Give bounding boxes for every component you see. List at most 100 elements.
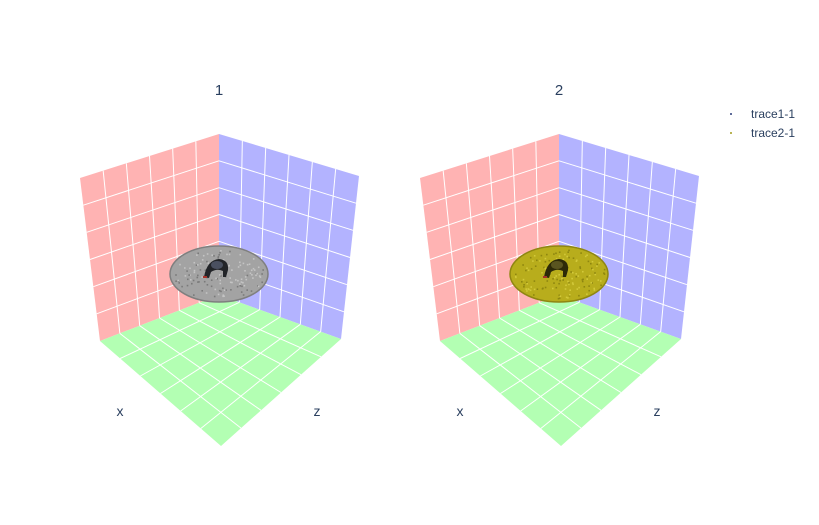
point — [246, 289, 248, 291]
point — [210, 285, 213, 288]
point — [515, 276, 517, 279]
x-axis-label: x — [117, 403, 124, 419]
point — [250, 269, 253, 272]
point — [555, 252, 557, 255]
point — [578, 294, 580, 297]
point — [561, 277, 563, 280]
point — [193, 261, 196, 264]
point — [600, 280, 602, 282]
point — [218, 254, 220, 256]
point — [186, 284, 189, 287]
point — [530, 268, 533, 270]
point — [557, 297, 560, 300]
point — [553, 276, 556, 279]
point — [252, 258, 255, 260]
point — [246, 263, 249, 266]
point — [591, 260, 594, 263]
point — [594, 272, 596, 274]
point — [603, 268, 606, 271]
point — [226, 253, 228, 256]
point — [207, 262, 210, 264]
point — [552, 278, 554, 280]
point — [575, 273, 577, 275]
point — [175, 274, 177, 276]
point — [521, 281, 523, 283]
point — [239, 285, 242, 287]
point — [201, 290, 203, 292]
legend-label: trace2-1 — [751, 125, 796, 140]
point — [220, 275, 222, 277]
point — [515, 273, 517, 276]
point — [201, 259, 204, 261]
point — [230, 289, 232, 291]
point — [186, 270, 188, 272]
point — [583, 286, 586, 288]
point — [253, 269, 256, 271]
point — [591, 282, 593, 284]
point — [189, 267, 191, 270]
point — [558, 297, 561, 300]
point — [242, 294, 245, 296]
point — [216, 278, 218, 280]
point — [526, 267, 528, 269]
point — [213, 255, 215, 257]
point — [184, 267, 186, 269]
point — [250, 290, 253, 292]
point — [514, 275, 517, 278]
point — [228, 253, 231, 256]
point — [543, 266, 545, 269]
point — [251, 274, 253, 276]
point — [178, 282, 180, 284]
point-cloud-disc — [169, 245, 269, 303]
point — [533, 294, 535, 296]
point — [243, 284, 246, 287]
legend-item-trace2[interactable]: trace2-1 — [722, 123, 795, 142]
point — [199, 269, 202, 271]
point — [548, 259, 551, 262]
point — [249, 272, 252, 275]
point — [196, 254, 198, 256]
point — [572, 283, 574, 286]
point — [261, 281, 263, 284]
point — [532, 260, 534, 262]
point — [590, 281, 593, 284]
point — [568, 249, 570, 252]
point — [552, 287, 554, 290]
point — [214, 288, 217, 291]
subplot-title: 2 — [555, 82, 563, 99]
point — [195, 264, 198, 266]
point — [540, 254, 543, 257]
point — [206, 284, 209, 286]
legend-item-trace1[interactable]: trace1-1 — [722, 104, 795, 123]
point — [246, 274, 249, 277]
point — [533, 280, 536, 282]
point — [258, 275, 261, 277]
point — [248, 263, 251, 265]
point — [257, 285, 260, 288]
point — [242, 262, 245, 265]
point — [558, 273, 560, 276]
point — [588, 285, 590, 287]
point — [219, 274, 221, 276]
scene-2: 2 x z — [420, 82, 699, 446]
point — [555, 258, 558, 260]
point — [546, 253, 548, 256]
point — [590, 262, 592, 265]
point — [544, 286, 547, 289]
point — [179, 263, 181, 266]
point — [239, 264, 242, 267]
scene-1: 1 x z — [80, 82, 359, 446]
point — [576, 288, 579, 290]
point — [559, 279, 561, 282]
point — [527, 269, 530, 272]
point — [193, 294, 195, 296]
point — [244, 276, 247, 278]
point — [202, 254, 205, 257]
subplot-title: 1 — [215, 82, 223, 99]
point — [558, 255, 561, 257]
point — [203, 280, 206, 283]
point — [220, 250, 222, 252]
point — [581, 280, 584, 283]
floor — [100, 295, 341, 446]
